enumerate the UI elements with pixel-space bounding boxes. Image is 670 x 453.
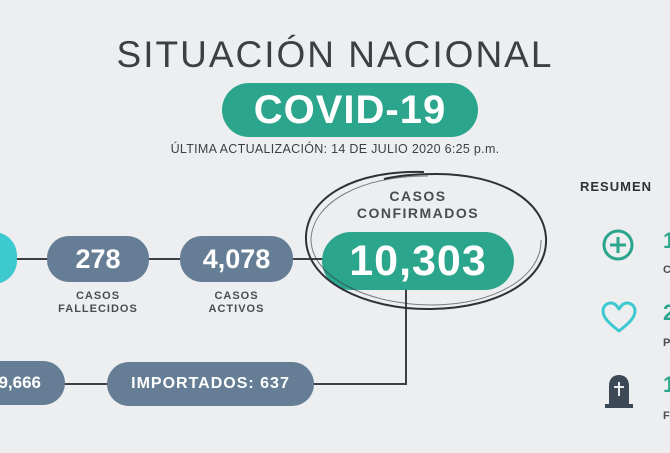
heart-icon (601, 301, 637, 333)
summary-item-1-value: 1 (663, 228, 670, 253)
connector-line (405, 288, 407, 384)
last-updated-text: ÚLTIMA ACTUALIZACIÓN: 14 DE JULIO 2020 6… (170, 142, 500, 156)
deaths-label-line1: CASOS (75, 290, 121, 302)
imported-label: IMPORTADOS: 637 (131, 375, 290, 392)
plus-circle-icon (602, 229, 634, 261)
partial-cyan-node (0, 232, 17, 284)
connector-line (0, 258, 330, 260)
active-label-line1: CASOS (214, 290, 259, 302)
deaths-value: 278 (75, 244, 121, 274)
confirmed-value: 10,303 (349, 237, 487, 285)
active-label-line2: ACTIVOS (208, 303, 265, 315)
imported-pill: IMPORTADOS: 637 (107, 362, 314, 406)
summary-item-1-label: C (663, 264, 670, 276)
confirmed-label-line2: CONFIRMADOS (356, 205, 480, 221)
covid-badge: COVID-19 (222, 83, 478, 137)
summary-item-2-label: P (663, 337, 670, 349)
summary-title: RESUMEN (580, 179, 653, 194)
deaths-label-line2: FALLECIDOS (58, 303, 138, 315)
summary-item-2-value: 2 (663, 300, 670, 325)
left-partial-value: 9,666 (0, 373, 41, 392)
left-partial-pill: 9,666 (0, 361, 65, 405)
confirmed-label-line1: CASOS (389, 188, 447, 204)
summary-item-3-value: 1 (663, 372, 670, 397)
summary-item-3-label: F (663, 410, 670, 422)
active-label: CASOS ACTIVOS (180, 290, 293, 316)
confirmed-label: CASOS CONFIRMADOS (330, 188, 506, 222)
deaths-label: CASOS FALLECIDOS (40, 290, 156, 316)
confirmed-pill: 10,303 (322, 232, 514, 290)
active-pill: 4,078 (180, 236, 293, 282)
tombstone-icon (605, 375, 633, 408)
highlight-ellipse (304, 170, 548, 311)
active-value: 4,078 (202, 244, 271, 274)
deaths-pill: 278 (47, 236, 149, 282)
page-title: SITUACIÓN NACIONAL (116, 34, 554, 75)
